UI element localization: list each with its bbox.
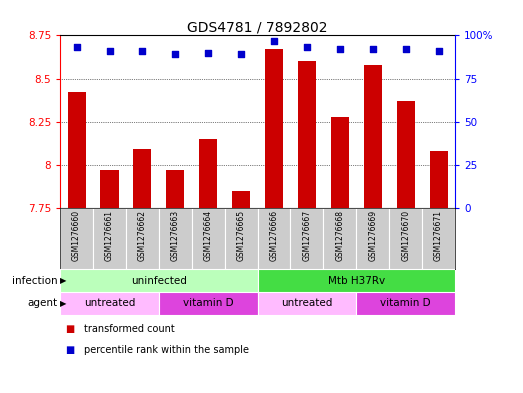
Bar — [356, 292, 455, 315]
Text: untreated: untreated — [281, 298, 333, 309]
Text: ▶: ▶ — [60, 299, 66, 308]
Text: ■: ■ — [65, 323, 75, 334]
Point — [72, 44, 81, 51]
Bar — [363, 65, 382, 208]
Bar — [265, 49, 283, 208]
Text: infection: infection — [12, 275, 58, 286]
Point — [171, 51, 179, 57]
Point — [138, 48, 146, 54]
Bar — [257, 208, 290, 269]
Point — [435, 48, 443, 54]
Bar — [422, 208, 455, 269]
Text: vitamin D: vitamin D — [183, 298, 234, 309]
Text: GSM1276670: GSM1276670 — [401, 210, 410, 261]
Bar — [100, 170, 119, 208]
Bar — [225, 208, 257, 269]
Point — [369, 46, 377, 52]
Text: ■: ■ — [65, 345, 75, 355]
Point — [270, 37, 278, 44]
Bar — [126, 208, 159, 269]
Text: GSM1276669: GSM1276669 — [368, 210, 377, 261]
Bar — [192, 208, 225, 269]
Text: transformed count: transformed count — [84, 323, 175, 334]
Point — [105, 48, 113, 54]
Point — [402, 46, 410, 52]
Bar — [396, 101, 415, 208]
Text: GSM1276660: GSM1276660 — [72, 210, 81, 261]
Text: GSM1276671: GSM1276671 — [434, 210, 443, 261]
Bar — [60, 208, 93, 269]
Text: GSM1276662: GSM1276662 — [138, 210, 147, 261]
Text: GSM1276665: GSM1276665 — [236, 210, 246, 261]
Text: agent: agent — [27, 298, 58, 309]
Bar — [429, 151, 448, 208]
Text: GSM1276668: GSM1276668 — [335, 210, 344, 261]
Title: GDS4781 / 7892802: GDS4781 / 7892802 — [187, 20, 328, 34]
Bar — [232, 191, 250, 208]
Text: percentile rank within the sample: percentile rank within the sample — [84, 345, 248, 355]
Bar — [298, 61, 316, 208]
Text: Mtb H37Rv: Mtb H37Rv — [328, 275, 385, 286]
Point — [336, 46, 344, 52]
Text: GSM1276661: GSM1276661 — [105, 210, 114, 261]
Bar — [290, 208, 323, 269]
Bar — [199, 139, 217, 208]
Point — [237, 51, 245, 57]
Text: untreated: untreated — [84, 298, 135, 309]
Bar — [60, 269, 257, 292]
Bar — [159, 208, 192, 269]
Bar — [356, 208, 389, 269]
Text: uninfected: uninfected — [131, 275, 187, 286]
Bar — [159, 292, 257, 315]
Text: vitamin D: vitamin D — [380, 298, 431, 309]
Point — [204, 50, 212, 56]
Point — [303, 44, 311, 51]
Bar — [331, 117, 349, 208]
Text: GSM1276667: GSM1276667 — [302, 210, 311, 261]
Text: ▶: ▶ — [60, 276, 66, 285]
Bar — [133, 149, 152, 208]
Bar — [389, 208, 422, 269]
Bar — [257, 292, 356, 315]
Bar — [67, 92, 86, 208]
Bar — [60, 292, 159, 315]
Bar — [166, 170, 185, 208]
Text: GSM1276663: GSM1276663 — [171, 210, 180, 261]
Bar — [257, 269, 455, 292]
Bar — [93, 208, 126, 269]
Bar — [323, 208, 356, 269]
Text: GSM1276664: GSM1276664 — [204, 210, 213, 261]
Text: GSM1276666: GSM1276666 — [269, 210, 279, 261]
